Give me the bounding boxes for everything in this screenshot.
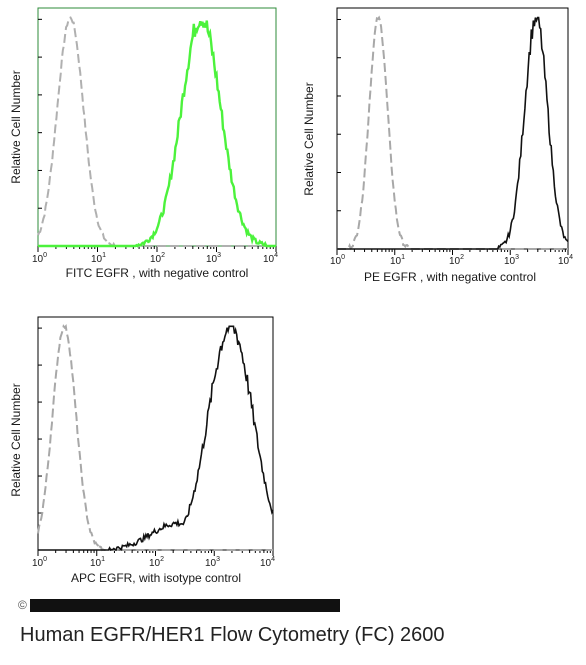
x-tick-label: 101 (91, 252, 107, 265)
copyright-watermark: © (18, 597, 340, 613)
histogram-panel-fitc: Relative Cell Number FITC EGFR , with ne… (0, 0, 290, 290)
control-histogram (37, 323, 273, 552)
plot-frame (37, 316, 274, 551)
x-axis-label: APC EGFR, with isotype control (70, 571, 242, 585)
plot-frame (336, 7, 569, 250)
x-tick-label: 103 (206, 252, 222, 265)
x-tick-label: 102 (149, 556, 165, 569)
x-tick-label: 104 (260, 556, 276, 569)
redaction-bar (30, 599, 340, 612)
histogram-plot-pe (336, 7, 569, 255)
sample-histogram (38, 20, 276, 248)
x-tick-label: 102 (449, 254, 465, 267)
x-tick-label: 100 (32, 252, 48, 265)
histogram-panel-apc: Relative Cell Number APC EGFR, with isot… (0, 305, 290, 595)
x-tick-label: 101 (390, 254, 406, 267)
sample-histogram (337, 16, 569, 250)
x-tick-label: 102 (150, 252, 166, 265)
x-axis-label: FITC EGFR , with negative control (65, 266, 249, 280)
sample-histogram (38, 325, 274, 552)
x-tick-label: 104 (263, 252, 279, 265)
figure-caption: Human EGFR/HER1 Flow Cytometry (FC) 2600 (20, 624, 445, 646)
x-tick-label: 104 (558, 254, 574, 267)
x-tick-label: 101 (90, 556, 106, 569)
histogram-plot-fitc (37, 7, 277, 252)
x-axis-label: PE EGFR , with negative control (363, 270, 537, 284)
histogram-panel-pe: Relative Cell Number PE EGFR , with nega… (295, 0, 586, 290)
control-histogram (37, 16, 276, 248)
control-histogram (337, 15, 568, 251)
y-axis-label: Relative Cell Number (9, 70, 23, 184)
y-axis-label: Relative Cell Number (9, 383, 23, 497)
copyright-symbol: © (18, 598, 27, 612)
x-tick-label: 100 (330, 254, 346, 267)
histogram-plot-apc (37, 316, 274, 556)
plot-frame (37, 7, 277, 247)
x-tick-label: 103 (504, 254, 520, 267)
y-axis-label: Relative Cell Number (302, 82, 316, 196)
x-tick-label: 103 (205, 556, 221, 569)
x-tick-label: 100 (32, 556, 48, 569)
